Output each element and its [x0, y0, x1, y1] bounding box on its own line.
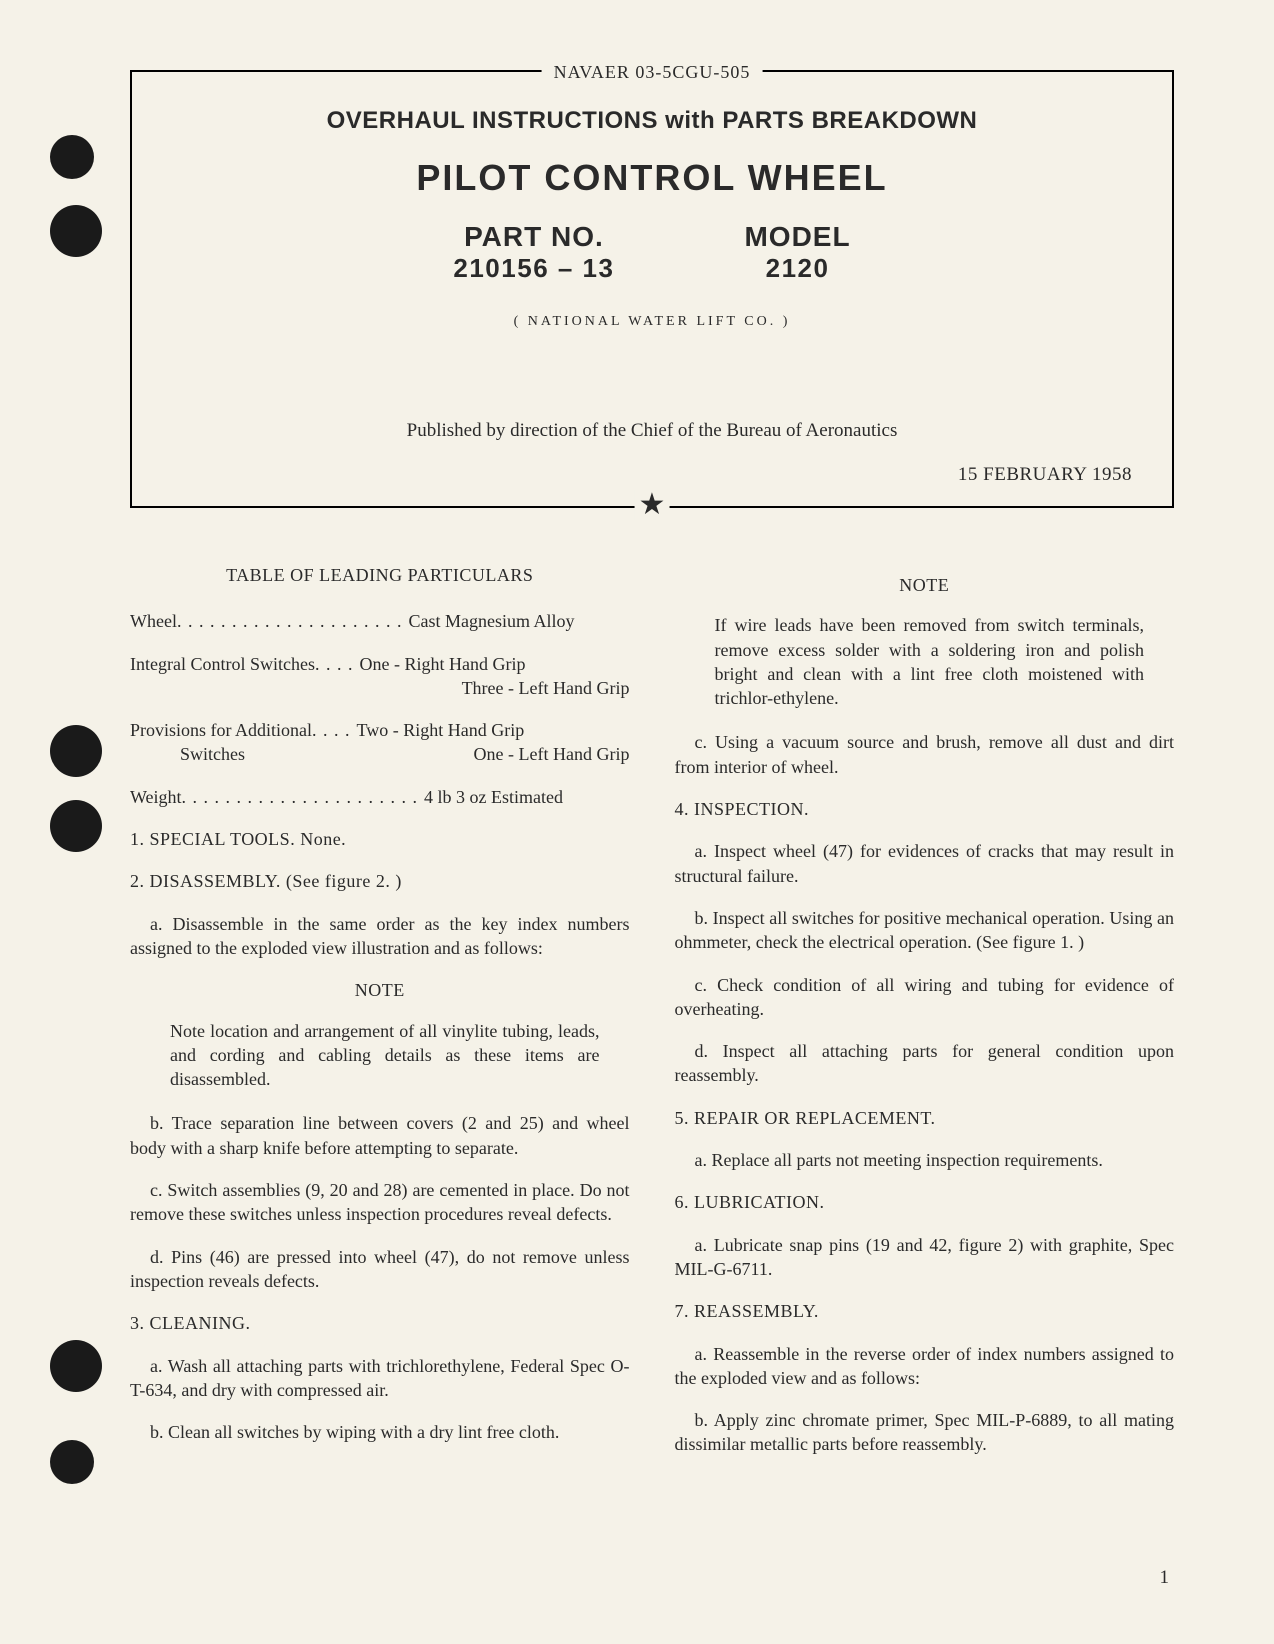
- document-id: NAVAER 03-5CGU-505: [542, 62, 763, 83]
- spec-integral-switches: Integral Control Switches . . . . One - …: [130, 652, 630, 701]
- right-column: NOTE If wire leads have been removed fro…: [675, 563, 1175, 1475]
- binder-hole: [50, 1440, 94, 1484]
- spec-label: Integral Control Switches: [130, 652, 315, 676]
- section-3: 3. CLEANING.: [130, 1311, 630, 1335]
- leader-dots: . . . .: [315, 652, 354, 676]
- para-2a: a. Disassemble in the same order as the …: [130, 912, 630, 961]
- part-label: PART NO.: [453, 221, 614, 253]
- section-6: 6. LUBRICATION.: [675, 1190, 1175, 1214]
- spec-value-line2: Three - Left Hand Grip: [462, 678, 630, 698]
- part-model-row: PART NO. 210156 – 13 MODEL 2120: [172, 221, 1132, 284]
- spec-value: One - Right Hand Grip: [353, 652, 629, 676]
- section-2: 2. DISASSEMBLY. (See figure 2. ): [130, 869, 630, 893]
- title-block: NAVAER 03-5CGU-505 OVERHAUL INSTRUCTIONS…: [130, 70, 1174, 508]
- binder-hole: [50, 135, 94, 179]
- particulars-title: TABLE OF LEADING PARTICULARS: [130, 563, 630, 587]
- binder-hole: [50, 800, 102, 852]
- note-title: NOTE: [675, 573, 1175, 597]
- publication-date: 15 FEBRUARY 1958: [172, 464, 1132, 486]
- note-body: Note location and arrangement of all vin…: [130, 1019, 630, 1092]
- left-column: TABLE OF LEADING PARTICULARS Wheel . . .…: [130, 563, 630, 1475]
- section-1: 1. SPECIAL TOOLS. None.: [130, 827, 630, 851]
- leader-dots: . . . . . . . . . . . . . . . . . . . . …: [177, 609, 403, 633]
- section-7: 7. REASSEMBLY.: [675, 1299, 1175, 1323]
- spec-label: Weight: [130, 785, 182, 809]
- para-4c: c. Check condition of all wiring and tub…: [675, 973, 1175, 1022]
- main-heading: OVERHAUL INSTRUCTIONS with PARTS BREAKDO…: [172, 107, 1132, 135]
- binder-hole: [50, 1340, 102, 1392]
- para-5a: a. Replace all parts not meeting inspect…: [675, 1148, 1175, 1172]
- star-icon: ★: [635, 490, 670, 520]
- spec-value: Cast Magnesium Alloy: [402, 609, 629, 633]
- spec-wheel: Wheel . . . . . . . . . . . . . . . . . …: [130, 609, 630, 633]
- binder-hole: [50, 205, 102, 257]
- spec-value: 4 lb 3 oz Estimated: [418, 785, 629, 809]
- para-2d: d. Pins (46) are pressed into wheel (47)…: [130, 1245, 630, 1294]
- binder-hole: [50, 725, 102, 777]
- published-by: Published by direction of the Chief of t…: [172, 420, 1132, 442]
- spec-label: Wheel: [130, 609, 177, 633]
- page-number: 1: [1160, 1567, 1170, 1589]
- para-4d: d. Inspect all attaching parts for gener…: [675, 1039, 1175, 1088]
- model-value: 2120: [744, 253, 850, 284]
- section-5: 5. REPAIR OR REPLACEMENT.: [675, 1106, 1175, 1130]
- para-6a: a. Lubricate snap pins (19 and 42, figur…: [675, 1233, 1175, 1282]
- body-columns: TABLE OF LEADING PARTICULARS Wheel . . .…: [130, 563, 1174, 1475]
- para-2b: b. Trace separation line between covers …: [130, 1111, 630, 1160]
- spec-sublabel: Switches: [180, 742, 245, 766]
- para-3c: c. Using a vacuum source and brush, remo…: [675, 730, 1175, 779]
- para-2c: c. Switch assemblies (9, 20 and 28) are …: [130, 1178, 630, 1227]
- leader-dots: . . . .: [312, 718, 351, 742]
- spec-weight: Weight . . . . . . . . . . . . . . . . .…: [130, 785, 630, 809]
- model-column: MODEL 2120: [744, 221, 850, 284]
- spec-value: Two - Right Hand Grip: [351, 718, 630, 742]
- leader-dots: . . . . . . . . . . . . . . . . . . . . …: [182, 785, 419, 809]
- para-3a: a. Wash all attaching parts with trichlo…: [130, 1354, 630, 1403]
- spec-label: Provisions for Additional: [130, 718, 312, 742]
- model-label: MODEL: [744, 221, 850, 253]
- para-7a: a. Reassemble in the reverse order of in…: [675, 1342, 1175, 1391]
- part-value: 210156 – 13: [453, 253, 614, 284]
- para-7b: b. Apply zinc chromate primer, Spec MIL-…: [675, 1408, 1175, 1457]
- part-column: PART NO. 210156 – 13: [453, 221, 614, 284]
- section-4: 4. INSPECTION.: [675, 797, 1175, 821]
- product-title: PILOT CONTROL WHEEL: [172, 157, 1132, 199]
- para-4b: b. Inspect all switches for positive mec…: [675, 906, 1175, 955]
- spec-value-line2: One - Left Hand Grip: [474, 742, 630, 766]
- company-name: ( NATIONAL WATER LIFT CO. ): [172, 314, 1132, 330]
- para-3b: b. Clean all switches by wiping with a d…: [130, 1420, 630, 1444]
- note-body: If wire leads have been removed from swi…: [675, 613, 1175, 710]
- note-title: NOTE: [130, 978, 630, 1002]
- spec-provisions: Provisions for Additional . . . . Two - …: [130, 718, 630, 767]
- para-4a: a. Inspect wheel (47) for evidences of c…: [675, 839, 1175, 888]
